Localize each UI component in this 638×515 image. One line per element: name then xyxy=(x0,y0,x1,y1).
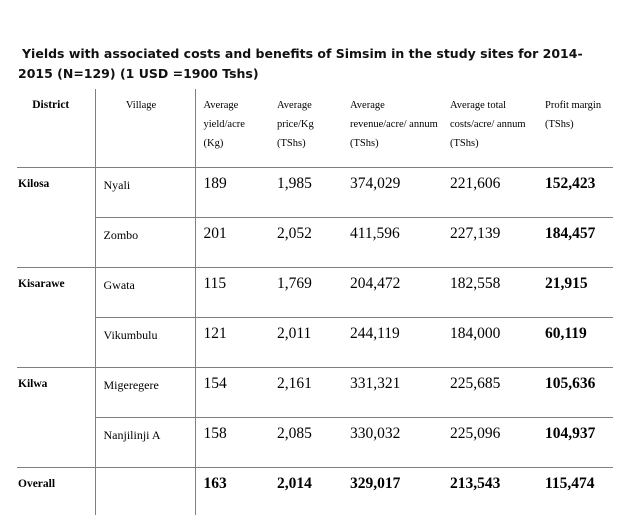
district-cell xyxy=(17,217,96,268)
overall-row: Overall 163 2,014 329,017 213,543 115,47… xyxy=(17,467,613,515)
profit-cell: 152,423 xyxy=(537,167,613,218)
village-cell: Vikumbulu xyxy=(95,317,196,368)
overall-revenue: 329,017 xyxy=(350,474,401,492)
costs-cell: 221,606 xyxy=(442,167,537,218)
price-cell: 2,161 xyxy=(269,367,342,418)
header-row: District Village Average yield/acre (Kg)… xyxy=(17,89,613,168)
costs-cell: 182,558 xyxy=(442,267,537,318)
title-line-1: Yields with associated costs and benefit… xyxy=(22,46,583,61)
profit-cell: 104,937 xyxy=(537,417,613,468)
table-row: Kisarawe Gwata 115 1,769 204,472 182,558… xyxy=(17,267,613,318)
district-cell: Kilwa xyxy=(17,367,96,417)
simsim-yields-table: District Village Average yield/acre (Kg)… xyxy=(17,89,613,515)
profit-cell: 21,915 xyxy=(537,267,613,318)
yield-cell: 154 xyxy=(195,367,269,418)
overall-price: 2,014 xyxy=(277,474,312,492)
header-profit: Profit margin (TShs) xyxy=(537,89,613,168)
yield-cell: 121 xyxy=(195,317,269,368)
table-row: Kilwa Migeregere 154 2,161 331,321 225,6… xyxy=(17,367,613,418)
table-row: Nanjilinji A 158 2,085 330,032 225,096 1… xyxy=(17,417,613,468)
yield-cell: 201 xyxy=(195,217,269,268)
district-cell: Kisarawe xyxy=(17,267,96,317)
costs-cell: 225,096 xyxy=(442,417,537,468)
revenue-cell: 411,596 xyxy=(342,217,442,268)
profit-cell: 60,119 xyxy=(537,317,613,368)
price-cell: 1,769 xyxy=(269,267,342,318)
costs-cell: 225,685 xyxy=(442,367,537,418)
overall-village-cell xyxy=(95,467,196,515)
village-cell: Migeregere xyxy=(95,367,196,418)
overall-profit: 115,474 xyxy=(545,474,595,492)
header-district: District xyxy=(17,89,96,168)
revenue-cell: 331,321 xyxy=(342,367,442,418)
price-cell: 2,085 xyxy=(269,417,342,468)
header-yield: Average yield/acre (Kg) xyxy=(195,89,269,168)
header-price: Average price/Kg (TShs) xyxy=(269,89,342,168)
revenue-cell: 204,472 xyxy=(342,267,442,318)
village-cell: Nanjilinji A xyxy=(95,417,196,468)
village-cell: Zombo xyxy=(95,217,196,268)
table-row: Zombo 201 2,052 411,596 227,139 184,457 xyxy=(17,217,613,268)
price-cell: 1,985 xyxy=(269,167,342,218)
profit-cell: 105,636 xyxy=(537,367,613,418)
table-title: Yields with associated costs and benefit… xyxy=(18,44,628,84)
table-row: Kilosa Nyali 189 1,985 374,029 221,606 1… xyxy=(17,167,613,218)
district-cell: Kilosa xyxy=(17,167,96,217)
revenue-cell: 330,032 xyxy=(342,417,442,468)
revenue-cell: 244,119 xyxy=(342,317,442,368)
village-cell: Gwata xyxy=(95,267,196,318)
district-cell xyxy=(17,417,96,468)
header-revenue: Average revenue/acre/ annum (TShs) xyxy=(342,89,442,168)
header-costs: Average total costs/acre/ annum (TShs) xyxy=(442,89,537,168)
overall-yield: 163 xyxy=(203,474,227,492)
header-village: Village xyxy=(95,89,196,168)
costs-cell: 227,139 xyxy=(442,217,537,268)
district-cell xyxy=(17,317,96,368)
village-cell: Nyali xyxy=(95,167,196,218)
yield-cell: 158 xyxy=(195,417,269,468)
costs-cell: 184,000 xyxy=(442,317,537,368)
yield-cell: 189 xyxy=(195,167,269,218)
price-cell: 2,052 xyxy=(269,217,342,268)
overall-costs: 213,543 xyxy=(450,474,501,492)
overall-label: Overall xyxy=(17,467,96,515)
title-line-2: 2015 (N=129) (1 USD =1900 Tshs) xyxy=(18,66,259,81)
table-row: Vikumbulu 121 2,011 244,119 184,000 60,1… xyxy=(17,317,613,368)
yield-cell: 115 xyxy=(195,267,269,318)
price-cell: 2,011 xyxy=(269,317,342,368)
revenue-cell: 374,029 xyxy=(342,167,442,218)
profit-cell: 184,457 xyxy=(537,217,613,268)
